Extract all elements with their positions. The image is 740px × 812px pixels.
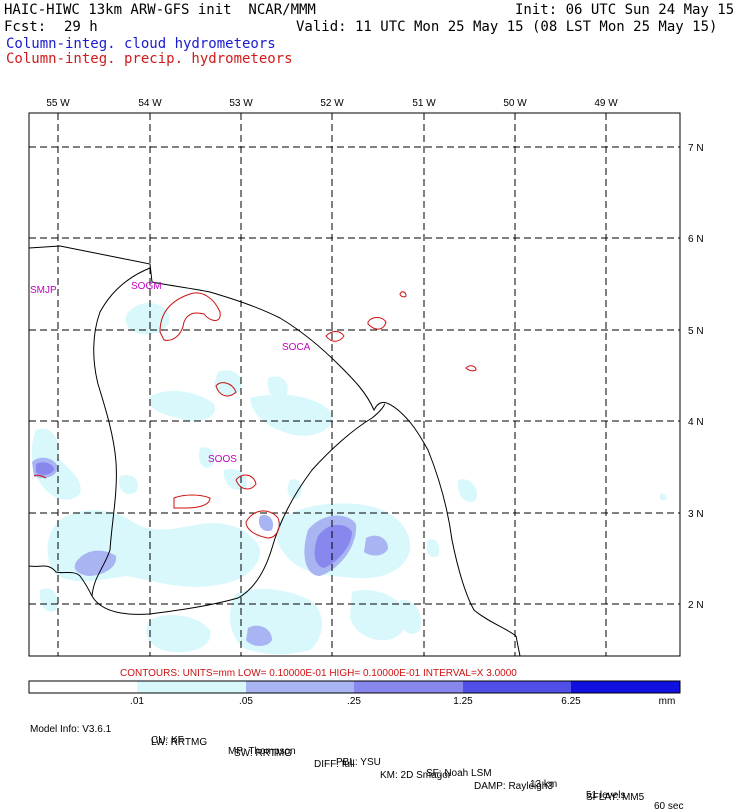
model-info-line-2: LW: RRTMG SW: RRTMG DIFF: full KM: 2D Sm…	[30, 726, 740, 803]
color-bar-levels: .01 .05 .25 1.25 6.25 mm	[130, 696, 675, 707]
lon-label: 49 W	[594, 98, 618, 109]
model-info-lw: LW: RRTMG	[151, 737, 208, 748]
lon-label: 54 W	[138, 98, 162, 109]
color-bar-units: mm	[659, 696, 676, 707]
station-labels: SMJP SOGM SOCA SOOS	[30, 281, 311, 465]
coastlines-borders	[29, 245, 521, 656]
lon-label: 55 W	[46, 98, 70, 109]
lat-label: 2 N	[688, 600, 704, 611]
forecast-hour: 29 h	[64, 19, 98, 35]
model-info-version: Model Info: V3.6.1	[30, 724, 112, 735]
latitude-labels: 7 N 6 N 5 N 4 N 3 N 2 N	[688, 143, 704, 611]
lat-label: 3 N	[688, 509, 704, 520]
lon-label: 52 W	[320, 98, 344, 109]
lat-label: 4 N	[688, 417, 704, 428]
field-cloud-label: Column-integ. cloud hydrometeors	[6, 36, 276, 52]
contour-info: CONTOURS: UNITS=mm LOW= 0.10000E-01 HIGH…	[120, 668, 517, 679]
model-info-sflay: SFLAY: MM5	[586, 792, 645, 803]
lat-label: 7 N	[688, 143, 704, 154]
station-label-soos: SOOS	[208, 454, 237, 465]
color-bar-level: 1.25	[453, 696, 473, 707]
color-bar-level: .05	[239, 696, 253, 707]
model-info-km: KM: 2D Smagor	[380, 770, 452, 781]
station-label-soca: SOCA	[282, 342, 311, 353]
forecast-label: Fcst:	[4, 19, 47, 35]
model-info-timestep: 60 sec	[654, 801, 684, 812]
longitude-labels: 55 W 54 W 53 W 52 W 51 W 50 W 49 W	[46, 98, 618, 109]
model-info-line-1: Model Info: V3.6.1 CU: KF MP: Thompson P…	[30, 713, 740, 812]
model-info-damp: DAMP: Rayleigh3	[474, 781, 553, 792]
hydrometeor-shading	[31, 303, 667, 655]
station-label-smjp: SMJP	[30, 285, 57, 296]
init-time: Init: 06 UTC Sun 24 May 15	[515, 2, 735, 18]
color-bar	[28, 680, 681, 694]
precip-contours	[33, 291, 477, 539]
station-label-sogm: SOGM	[131, 281, 162, 292]
run-title: HAIC-HIWC 13km ARW-GFS init NCAR/MMM	[4, 2, 316, 18]
color-bar-level: .25	[347, 696, 361, 707]
graticule	[29, 113, 680, 656]
lat-label: 5 N	[688, 326, 704, 337]
lon-label: 50 W	[503, 98, 527, 109]
model-info-diff: DIFF: full	[314, 759, 355, 770]
color-bar-level: .01	[130, 696, 144, 707]
map-panel: 55 W 54 W 53 W 52 W 51 W 50 W 49 W 7 N 6…	[28, 98, 704, 707]
field-precip-label: Column-integ. precip. hydrometeors	[6, 51, 293, 67]
lat-label: 6 N	[688, 234, 704, 245]
lon-label: 51 W	[412, 98, 436, 109]
color-bar-level: 6.25	[561, 696, 581, 707]
lon-label: 53 W	[229, 98, 253, 109]
valid-time: Valid: 11 UTC Mon 25 May 15 (08 LST Mon …	[296, 19, 718, 35]
model-info-sw: SW: RRTMG	[234, 748, 292, 759]
